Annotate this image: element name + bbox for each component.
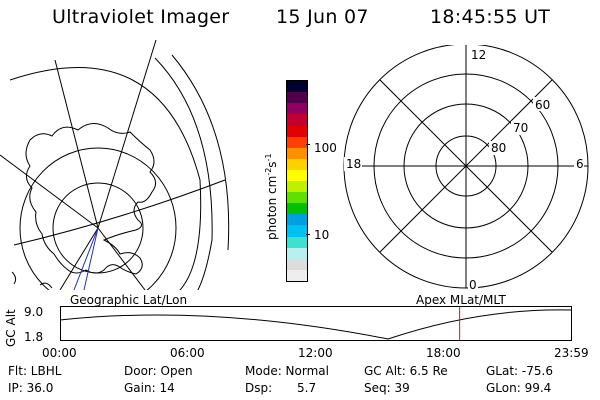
mlt-label-18: 18 bbox=[346, 157, 361, 171]
filter-info: Flt: LBHL bbox=[8, 364, 62, 378]
colorbar-segment bbox=[287, 203, 307, 215]
latitude-arc bbox=[9, 67, 202, 290]
satellite-track bbox=[73, 227, 99, 290]
apex-label: Apex MLat/MLT bbox=[416, 293, 506, 307]
colorbar-tick-label: 100 bbox=[314, 141, 337, 155]
colorbar-segment bbox=[287, 247, 307, 259]
colorbar-tick bbox=[306, 144, 310, 145]
date-label: 15 Jun 07 bbox=[276, 6, 369, 28]
satellite-track bbox=[83, 227, 99, 290]
door-info: Door: Open bbox=[124, 364, 193, 378]
dsp-value: 5.7 bbox=[297, 381, 317, 395]
orbit-xtick: 00:00 bbox=[42, 346, 77, 360]
orbit-xtick: 18:00 bbox=[426, 346, 461, 360]
longitude-line bbox=[13, 179, 226, 246]
colorbar-segment bbox=[287, 269, 307, 281]
latitude-arc bbox=[171, 54, 230, 251]
colorbar-segment bbox=[287, 147, 307, 159]
gc-alt-info: GC Alt: 6.5 Re bbox=[364, 364, 448, 378]
mlat-label-70: 70 bbox=[513, 121, 528, 135]
longitude-line bbox=[54, 59, 99, 229]
colorbar-segment bbox=[287, 169, 307, 182]
colorbar bbox=[286, 80, 308, 282]
latitude-arc bbox=[154, 57, 213, 290]
longitude-line bbox=[0, 154, 99, 229]
colorbar-tick bbox=[306, 234, 310, 235]
orbit-ytick: 9.0 bbox=[24, 305, 44, 319]
orbit-xtick: 23:59 bbox=[554, 346, 589, 360]
colorbar-segment bbox=[287, 258, 307, 270]
colorbar-segment bbox=[287, 92, 307, 104]
colorbar-tick-label: 10 bbox=[314, 228, 330, 242]
app-title: Ultraviolet Imager bbox=[52, 6, 230, 28]
orbit-altitude-plot bbox=[60, 306, 572, 341]
colorbar-segment bbox=[287, 181, 307, 193]
glon-info: GLon: 99.4 bbox=[486, 381, 552, 395]
coastline bbox=[11, 271, 53, 289]
time-label: 18:45:55 UT bbox=[430, 6, 551, 28]
mlat-mlt-polar-plot: 12 18 6 0 60 70 80 bbox=[343, 45, 589, 292]
coastline bbox=[25, 123, 156, 275]
latitude-circle bbox=[19, 147, 177, 290]
orbit-altitude-curve bbox=[60, 309, 572, 340]
orbit-xtick: 12:00 bbox=[298, 346, 333, 360]
orbit-plot-frame bbox=[60, 306, 572, 341]
seq-info: Seq: 39 bbox=[364, 381, 410, 395]
glat-info: GLat: -75.6 bbox=[486, 364, 553, 378]
colorbar-segment bbox=[287, 236, 307, 248]
colorbar-segment bbox=[287, 214, 307, 226]
orbit-ylabel: GC Alt bbox=[4, 309, 18, 347]
geographic-map bbox=[0, 40, 230, 290]
mlat-label-60: 60 bbox=[535, 98, 550, 112]
longitude-line bbox=[97, 40, 157, 229]
colorbar-segment bbox=[287, 158, 307, 170]
dsp-label: Dsp: bbox=[245, 381, 273, 395]
orbit-xtick: 06:00 bbox=[170, 346, 205, 360]
longitude-line bbox=[59, 227, 99, 290]
colorbar-segment bbox=[287, 192, 307, 204]
mlt-label-12: 12 bbox=[471, 48, 486, 62]
colorbar-segment bbox=[287, 103, 307, 115]
colorbar-segment bbox=[287, 225, 307, 237]
ip-info: IP: 36.0 bbox=[8, 381, 54, 395]
mlt-line bbox=[379, 79, 553, 253]
mlt-label-0: 0 bbox=[469, 278, 477, 292]
gain-info: Gain: 14 bbox=[124, 381, 175, 395]
colorbar-unit-label: photon cm-2s-1 bbox=[264, 153, 279, 240]
colorbar-segment bbox=[287, 125, 307, 137]
colorbar-segment bbox=[287, 136, 307, 148]
mlt-label-6: 6 bbox=[576, 157, 584, 171]
geographic-label: Geographic Lat/Lon bbox=[70, 293, 188, 307]
longitude-line bbox=[97, 227, 146, 290]
colorbar-segment bbox=[287, 81, 307, 93]
colorbar-segment bbox=[287, 114, 307, 126]
mlat-label-80: 80 bbox=[491, 141, 506, 155]
mode-info: Mode: Normal bbox=[245, 364, 329, 378]
orbit-ytick: 1.8 bbox=[24, 330, 44, 344]
